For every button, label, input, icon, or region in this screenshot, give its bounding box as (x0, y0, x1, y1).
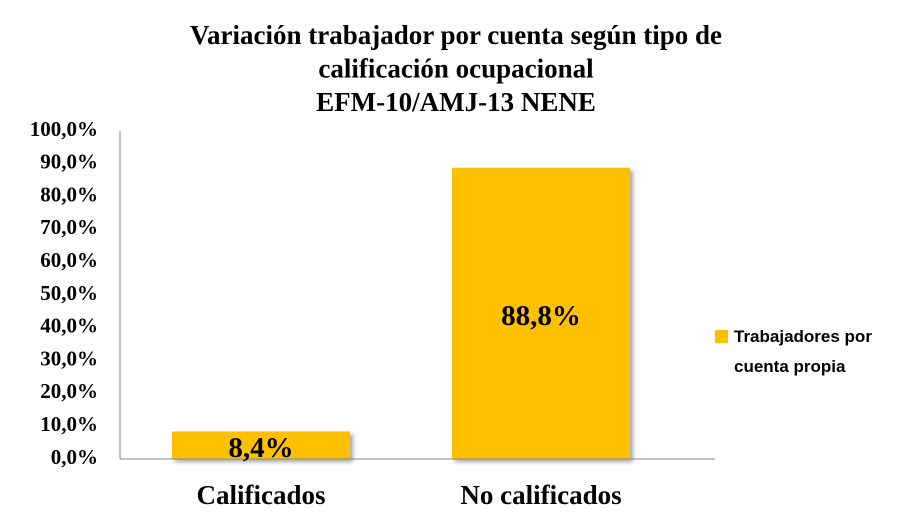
y-tick-label: 0,0% (51, 445, 98, 469)
y-tick-label: 100,0% (30, 117, 98, 141)
bar (452, 167, 630, 459)
y-tick-label: 80,0% (40, 182, 98, 206)
y-tick-label: 70,0% (40, 215, 98, 239)
chart-title: Variación trabajador por cuenta según ti… (190, 20, 722, 50)
y-tick-label: 60,0% (40, 248, 98, 272)
chart-title: calificación ocupacional (318, 54, 594, 84)
x-tick-label: Calificados (196, 480, 325, 510)
y-tick-label: 40,0% (40, 314, 98, 338)
data-label: 88,8% (501, 300, 581, 332)
chart-title: EFM-10/AMJ-13 NENE (316, 87, 596, 117)
legend-swatch (715, 330, 728, 343)
bar (172, 431, 350, 459)
y-tick-label: 90,0% (40, 150, 98, 174)
y-tick-label: 30,0% (40, 346, 98, 370)
x-tick-label: No calificados (460, 480, 621, 510)
y-tick-label: 20,0% (40, 379, 98, 403)
data-label: 8,4% (228, 432, 293, 464)
y-tick-label: 50,0% (40, 281, 98, 305)
legend: Trabajadores por cuenta propia (715, 322, 890, 382)
legend-label: Trabajadores por cuenta propia (734, 327, 872, 376)
y-tick-label: 10,0% (40, 412, 98, 436)
